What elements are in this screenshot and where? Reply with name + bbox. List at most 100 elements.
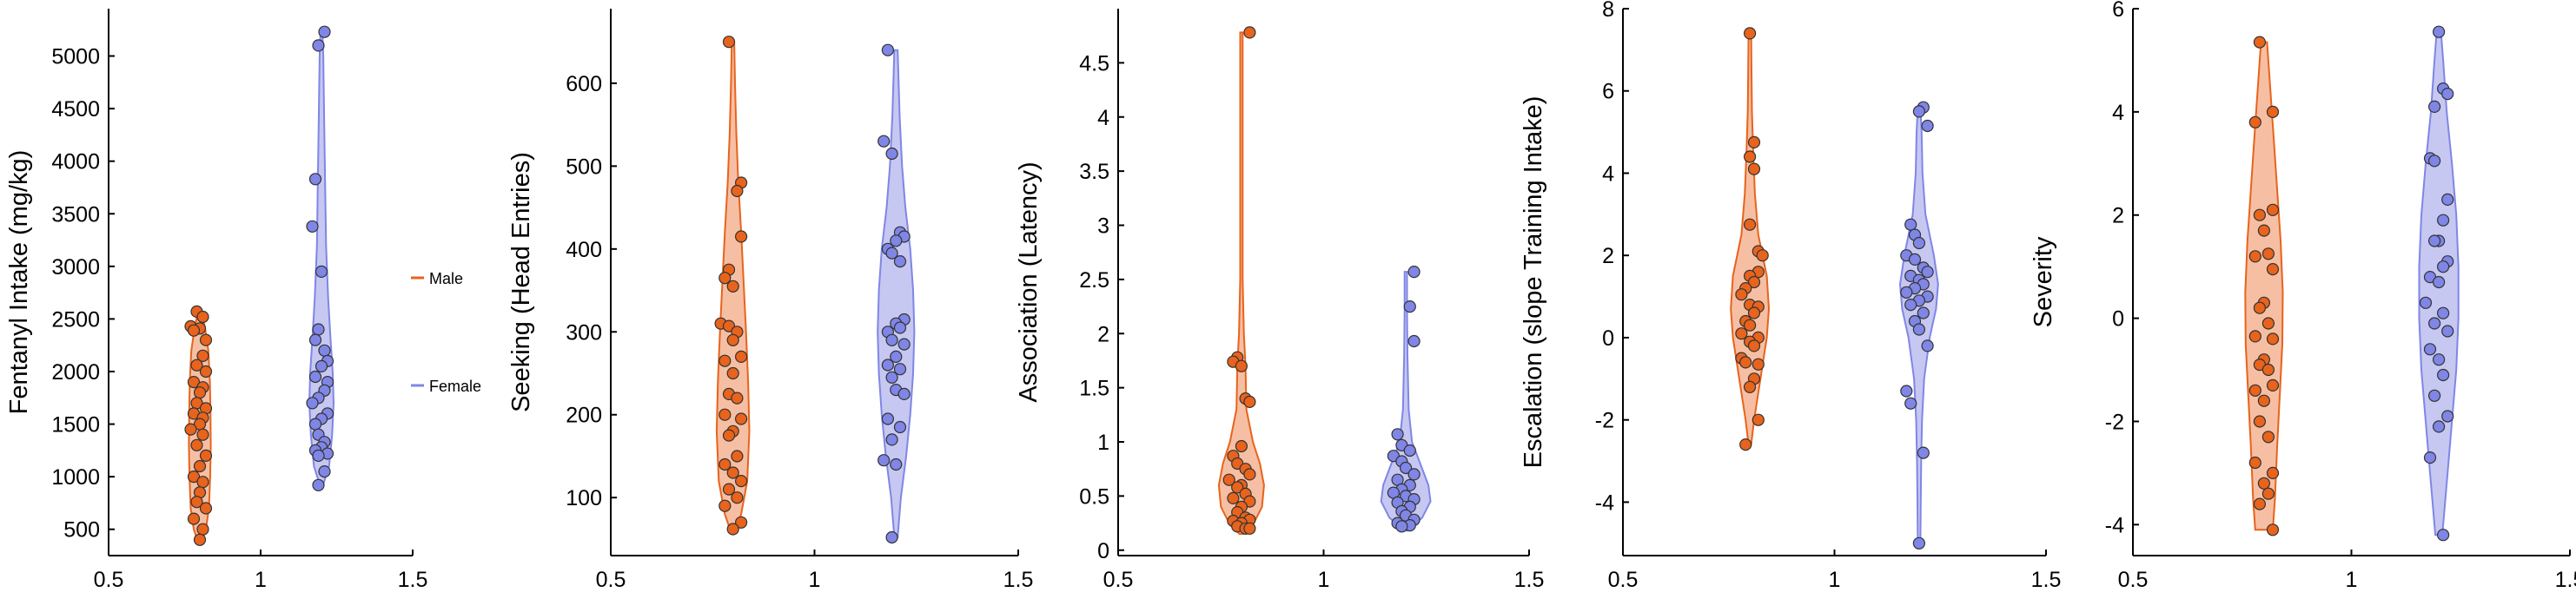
data-point-male (187, 470, 201, 484)
data-point-female (318, 25, 331, 38)
y-tick-label: -2 (1595, 409, 1614, 433)
data-point-male (731, 184, 744, 198)
data-point-male (718, 272, 732, 285)
y-tick-label: 6 (1602, 80, 1614, 104)
y-axis-label: Fentanyl Intake (mg/kg) (5, 150, 33, 415)
data-point-male (1243, 26, 1256, 39)
data-point-female (308, 333, 322, 346)
data-point-male (734, 350, 748, 363)
data-point-female (1912, 323, 1925, 336)
y-tick-label: -4 (1595, 490, 1614, 515)
data-point-female (893, 321, 907, 334)
y-axis-label: Association (Latency) (1015, 161, 1043, 402)
data-point-female (2433, 25, 2446, 38)
data-point-male (190, 438, 203, 451)
data-point-male (193, 459, 207, 473)
data-point-male (1747, 306, 1761, 319)
y-tick-label: 0.5 (1079, 484, 1109, 509)
legend-female-label: Female (429, 378, 481, 395)
data-point-female (1908, 253, 1922, 266)
data-point-male (2266, 332, 2280, 346)
data-point-female (1904, 218, 1917, 231)
data-point-male (187, 324, 201, 337)
data-point-female (306, 397, 319, 410)
data-point-female (890, 234, 903, 247)
y-tick-label: 600 (566, 72, 602, 96)
y-tick-label: 4 (1602, 161, 1614, 186)
data-point-male (2253, 415, 2266, 428)
x-tick-label: 0.5 (94, 568, 124, 592)
data-point-female (890, 457, 903, 471)
data-point-male (1235, 359, 1248, 372)
x-tick-label: 1 (255, 568, 267, 592)
data-point-female (885, 247, 898, 260)
data-point-male (718, 499, 732, 512)
data-point-male (1227, 491, 1240, 505)
data-point-female (315, 265, 328, 278)
data-point-male (1243, 395, 1256, 408)
data-point-male (193, 386, 207, 399)
data-point-female (877, 135, 891, 148)
y-axis-label: Escalation (slope Training Intake) (1520, 96, 1547, 469)
data-point-male (2257, 224, 2270, 237)
x-tick-label: 1.5 (1003, 568, 1034, 592)
data-point-male (726, 366, 739, 380)
data-point-female (2433, 353, 2446, 366)
data-point-female (1921, 266, 1934, 279)
data-point-male (1747, 162, 1761, 175)
data-point-female (1391, 428, 1404, 441)
data-point-female (881, 412, 895, 425)
data-point-female (881, 359, 895, 372)
data-point-female (1917, 306, 1930, 319)
data-point-male (196, 349, 209, 362)
data-point-female (1407, 266, 1420, 279)
y-tick-label: 500 (63, 518, 100, 543)
y-tick-label: 8 (1602, 0, 1614, 22)
data-point-female (893, 420, 907, 434)
data-point-male (2266, 105, 2280, 118)
data-point-female (1407, 468, 1420, 481)
data-point-female (2428, 100, 2441, 114)
data-point-male (731, 450, 744, 463)
data-point-male (2248, 456, 2261, 470)
y-tick-label: 6 (2112, 0, 2124, 22)
data-point-male (734, 474, 748, 488)
y-tick-label: 4 (1097, 106, 1109, 130)
legend: Male Female (411, 270, 481, 395)
data-point-male (731, 392, 744, 405)
data-point-female (2428, 317, 2441, 330)
data-point-male (2253, 208, 2266, 221)
data-point-male (1231, 481, 1244, 494)
x-tick-label: 1.5 (398, 568, 428, 592)
data-point-female (2437, 214, 2450, 227)
data-point-male (731, 491, 744, 504)
data-point-male (1743, 150, 1757, 163)
chart-panel-3: 0 0.5 1 1.5 2 2.5 3 3.5 4 4.5 0.5 1 1.5 Association (… (1015, 9, 1544, 592)
data-point-female (897, 338, 911, 351)
y-tick-label: 300 (566, 320, 602, 345)
y-tick-label: 3.5 (1079, 160, 1109, 184)
y-tick-label: 2000 (51, 360, 100, 385)
y-tick-label: 1.5 (1079, 377, 1109, 401)
y-tick-label: 0 (1602, 326, 1614, 351)
data-point-male (2261, 247, 2275, 260)
data-point-male (2253, 301, 2266, 314)
data-point-female (1904, 299, 1917, 312)
chart-panel-2: 100 200 300 400 500 600 0.5 1 1.5 Seeking (Head E… (507, 9, 1033, 592)
data-point-male (718, 354, 732, 367)
data-point-female (2441, 325, 2454, 338)
data-point-female (1917, 446, 1930, 459)
data-point-female (312, 39, 325, 52)
data-point-female (1407, 334, 1420, 348)
violin-female (1380, 271, 1432, 532)
data-point-female (2441, 193, 2454, 206)
x-tick-label: 1 (2346, 568, 2358, 592)
data-point-male (2248, 250, 2261, 263)
y-tick-label: 2500 (51, 307, 100, 332)
chart-panel-4: -4 -2 0 2 4 6 8 0.5 1 1.5 Escalation (slope Traini… (1520, 0, 2061, 592)
data-point-female (1399, 461, 1413, 475)
y-tick-label: 2 (2112, 204, 2124, 228)
data-point-male (722, 483, 736, 496)
data-point-male (2261, 363, 2275, 377)
